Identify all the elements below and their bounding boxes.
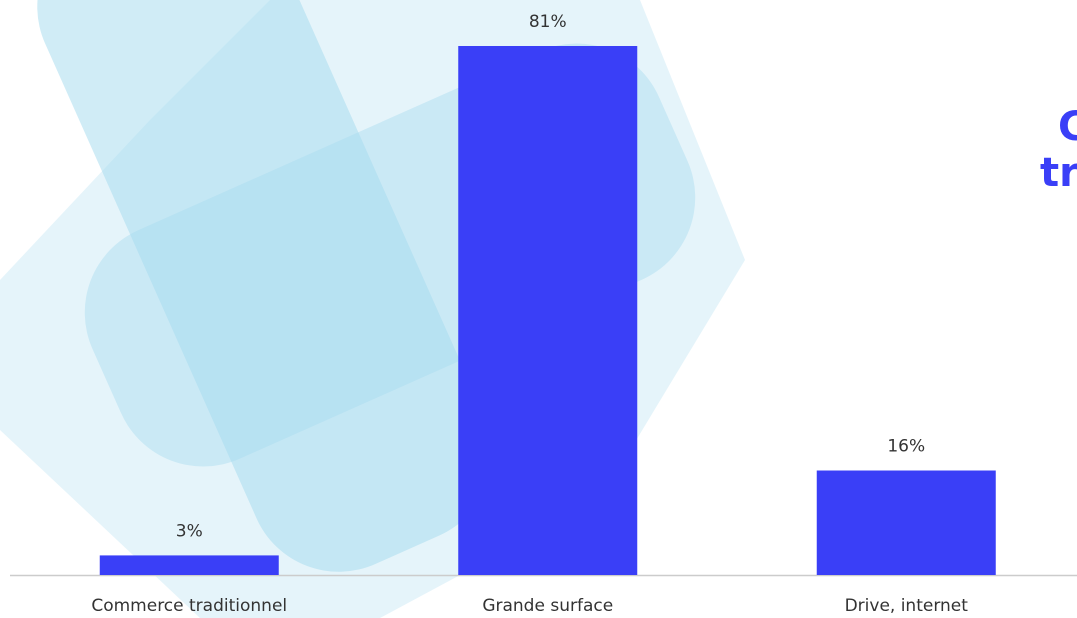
x-tick-label: Drive, internet [845, 596, 969, 616]
bar [458, 46, 637, 575]
heading-line: C [1058, 104, 1077, 150]
page: C tr 3% Commerce traditionnel 81% Grande su… [0, 0, 1077, 618]
value-label: 16% [887, 437, 925, 457]
bar [817, 471, 996, 575]
value-label: 3% [176, 521, 203, 541]
value-label: 81% [529, 12, 567, 32]
bar [100, 555, 279, 575]
x-tick-label: Grande surface [482, 596, 613, 616]
chart: C tr 3% Commerce traditionnel 81% Grande su… [0, 0, 1077, 618]
heading-line: tr [1040, 150, 1077, 196]
x-tick-label: Commerce traditionnel [91, 596, 287, 616]
